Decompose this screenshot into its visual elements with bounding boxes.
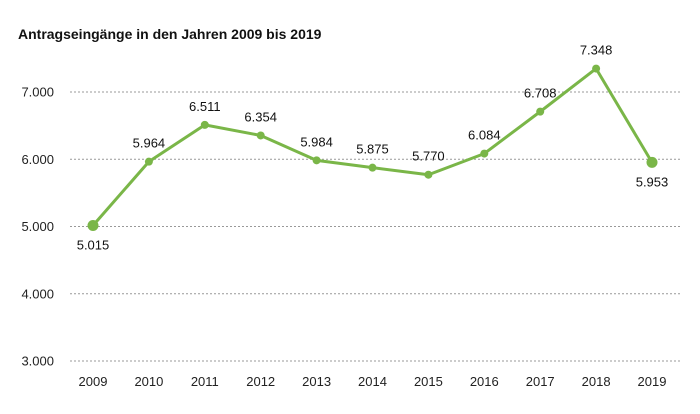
grid-lines bbox=[70, 91, 682, 362]
x-tick-label: 2009 bbox=[79, 374, 108, 389]
data-point bbox=[646, 156, 658, 168]
x-tick-label: 2010 bbox=[134, 374, 163, 389]
chart-title: Antragseingänge in den Jahren 2009 bis 2… bbox=[18, 26, 322, 42]
x-tick-label: 2017 bbox=[526, 374, 555, 389]
data-label: 5.015 bbox=[77, 237, 110, 252]
x-tick-label: 2018 bbox=[582, 374, 611, 389]
data-label: 5.964 bbox=[133, 136, 166, 151]
x-tick-label: 2013 bbox=[302, 374, 331, 389]
x-tick-label: 2011 bbox=[191, 374, 219, 389]
y-tick-label: 6.000 bbox=[21, 152, 54, 167]
data-label: 5.953 bbox=[636, 174, 669, 189]
x-axis-tick-labels: 2009 2010 2011 2012 2013 2014 2015 2016 2017 2018… bbox=[79, 374, 667, 389]
data-label: 6.708 bbox=[524, 86, 557, 101]
y-tick-label: 7.000 bbox=[21, 85, 54, 100]
data-point bbox=[592, 64, 601, 73]
data-point bbox=[87, 219, 99, 231]
data-point bbox=[536, 107, 545, 116]
y-tick-label: 5.000 bbox=[21, 219, 54, 234]
y-tick-label: 3.000 bbox=[21, 354, 54, 369]
x-tick-label: 2019 bbox=[638, 374, 667, 389]
data-label: 5.770 bbox=[412, 149, 445, 164]
data-label: 5.875 bbox=[356, 142, 389, 157]
data-point bbox=[144, 157, 153, 166]
data-labels: 5.015 5.964 6.511 6.354 5.984 5.875 5.770 6.084… bbox=[77, 43, 669, 253]
x-tick-label: 2016 bbox=[470, 374, 499, 389]
y-tick-label: 4.000 bbox=[21, 286, 54, 301]
data-point bbox=[312, 156, 321, 165]
x-tick-label: 2015 bbox=[414, 374, 443, 389]
x-tick-label: 2012 bbox=[246, 374, 275, 389]
data-label: 6.511 bbox=[189, 99, 221, 114]
data-label: 6.084 bbox=[468, 128, 501, 143]
data-label: 6.354 bbox=[244, 109, 277, 124]
data-point bbox=[368, 163, 377, 172]
x-tick-label: 2014 bbox=[358, 374, 387, 389]
data-points bbox=[87, 64, 658, 231]
data-label: 7.348 bbox=[580, 43, 613, 58]
data-point bbox=[424, 170, 433, 179]
data-label: 5.984 bbox=[300, 134, 333, 149]
data-point bbox=[480, 149, 489, 158]
data-point bbox=[200, 120, 209, 129]
data-point bbox=[256, 131, 265, 140]
y-axis-tick-labels: 3.000 4.000 5.000 6.000 7.000 bbox=[21, 85, 54, 369]
